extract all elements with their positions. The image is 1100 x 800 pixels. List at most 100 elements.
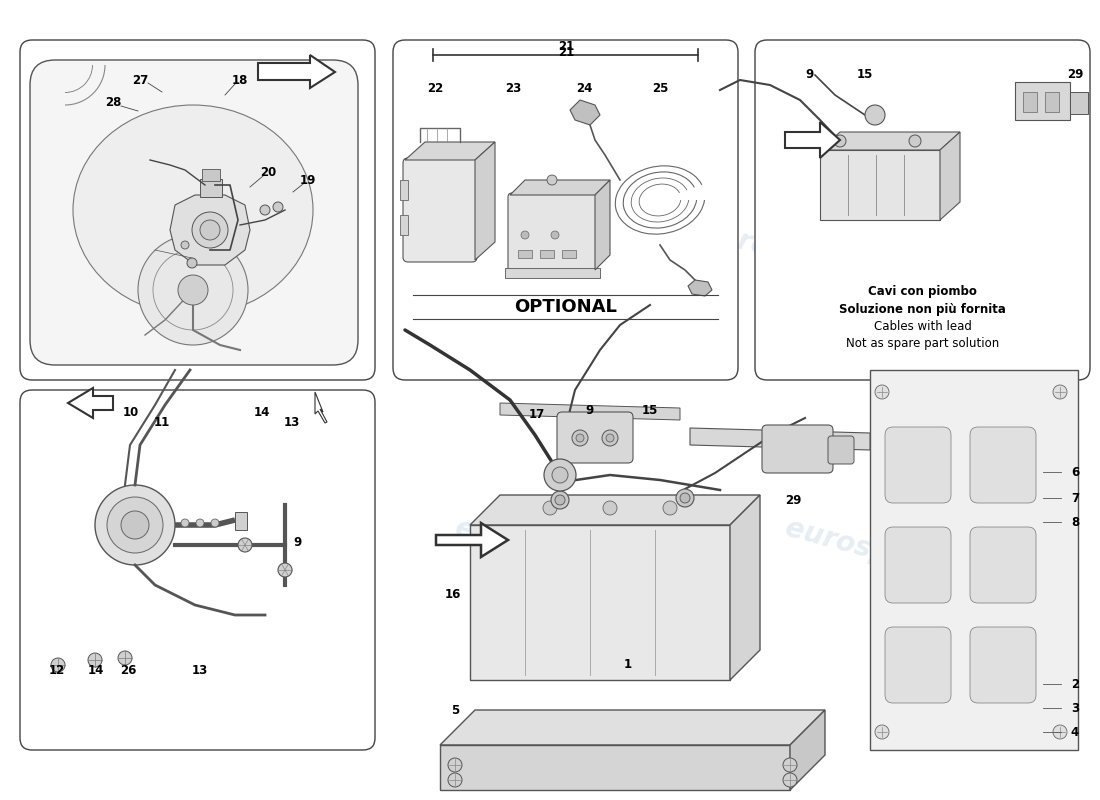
Text: 14: 14 (254, 406, 271, 418)
Polygon shape (690, 428, 870, 450)
FancyBboxPatch shape (755, 40, 1090, 380)
Bar (1023, 92, 1037, 112)
Circle shape (543, 501, 557, 515)
Polygon shape (870, 370, 1078, 750)
Bar (518, 250, 532, 258)
Circle shape (196, 519, 204, 527)
Circle shape (874, 385, 889, 399)
Circle shape (602, 430, 618, 446)
Polygon shape (730, 495, 760, 680)
Polygon shape (940, 132, 960, 220)
Bar (400, 215, 408, 235)
Ellipse shape (73, 105, 314, 315)
Circle shape (88, 653, 102, 667)
Text: 9: 9 (294, 535, 302, 549)
Text: 15: 15 (641, 403, 658, 417)
FancyBboxPatch shape (886, 427, 952, 503)
Bar (1070, 92, 1088, 114)
Text: eurospares: eurospares (782, 514, 958, 586)
Circle shape (211, 519, 219, 527)
Polygon shape (500, 403, 680, 420)
Circle shape (783, 773, 798, 787)
Circle shape (552, 467, 568, 483)
Text: 10: 10 (123, 406, 139, 418)
Circle shape (556, 495, 565, 505)
Polygon shape (170, 195, 250, 265)
Text: 21: 21 (558, 41, 574, 54)
Bar (1015, 82, 1070, 120)
Bar (540, 250, 554, 258)
Text: 29: 29 (1067, 69, 1084, 82)
Text: eurospares: eurospares (97, 194, 274, 266)
Circle shape (572, 430, 588, 446)
Text: 14: 14 (88, 663, 104, 677)
FancyBboxPatch shape (557, 412, 632, 463)
Bar (820, 150, 940, 220)
Text: Cavi con piombo: Cavi con piombo (868, 286, 977, 298)
Polygon shape (790, 710, 825, 790)
Circle shape (178, 275, 208, 305)
Polygon shape (470, 495, 760, 525)
Circle shape (551, 231, 559, 239)
Circle shape (551, 491, 569, 509)
Circle shape (260, 205, 270, 215)
Text: 13: 13 (191, 663, 208, 677)
Text: 24: 24 (575, 82, 592, 94)
Circle shape (187, 258, 197, 268)
Bar (1045, 92, 1059, 112)
Polygon shape (785, 122, 840, 158)
Circle shape (544, 459, 576, 491)
Polygon shape (475, 142, 495, 260)
Circle shape (521, 231, 529, 239)
Circle shape (182, 241, 189, 249)
Circle shape (138, 235, 248, 345)
Polygon shape (570, 100, 600, 125)
Circle shape (107, 497, 163, 553)
Text: 22: 22 (427, 82, 443, 94)
Circle shape (865, 105, 886, 125)
Text: OPTIONAL: OPTIONAL (515, 298, 617, 316)
Polygon shape (820, 132, 960, 150)
Text: 26: 26 (120, 663, 136, 677)
Circle shape (51, 658, 65, 672)
Bar (505, 268, 600, 278)
FancyBboxPatch shape (393, 40, 738, 380)
Circle shape (238, 538, 252, 552)
Text: 2: 2 (1071, 678, 1079, 690)
Text: 9: 9 (806, 69, 814, 82)
Circle shape (448, 773, 462, 787)
Text: 7: 7 (1071, 491, 1079, 505)
Circle shape (547, 175, 557, 185)
Text: 1: 1 (624, 658, 632, 671)
Text: 4: 4 (1071, 726, 1079, 738)
FancyBboxPatch shape (403, 158, 477, 262)
FancyBboxPatch shape (970, 527, 1036, 603)
Circle shape (95, 485, 175, 565)
Text: 11: 11 (154, 415, 170, 429)
Text: 20: 20 (260, 166, 276, 178)
Bar (202, 169, 220, 181)
Text: 16: 16 (444, 589, 461, 602)
Text: 18: 18 (232, 74, 249, 86)
Polygon shape (405, 142, 495, 160)
Polygon shape (68, 388, 113, 418)
Circle shape (874, 725, 889, 739)
Bar (200, 179, 222, 197)
Circle shape (663, 501, 676, 515)
FancyBboxPatch shape (970, 627, 1036, 703)
Text: Soluzione non più fornita: Soluzione non più fornita (839, 302, 1005, 315)
Circle shape (278, 563, 292, 577)
Polygon shape (440, 710, 825, 745)
FancyBboxPatch shape (886, 627, 952, 703)
FancyBboxPatch shape (30, 60, 358, 365)
Text: 13: 13 (284, 415, 300, 429)
Circle shape (603, 501, 617, 515)
Text: 12: 12 (48, 663, 65, 677)
Text: 21: 21 (558, 46, 574, 58)
FancyBboxPatch shape (828, 436, 854, 464)
Bar (400, 180, 408, 200)
Circle shape (448, 758, 462, 772)
Circle shape (680, 493, 690, 503)
FancyBboxPatch shape (20, 40, 375, 380)
FancyBboxPatch shape (970, 427, 1036, 503)
